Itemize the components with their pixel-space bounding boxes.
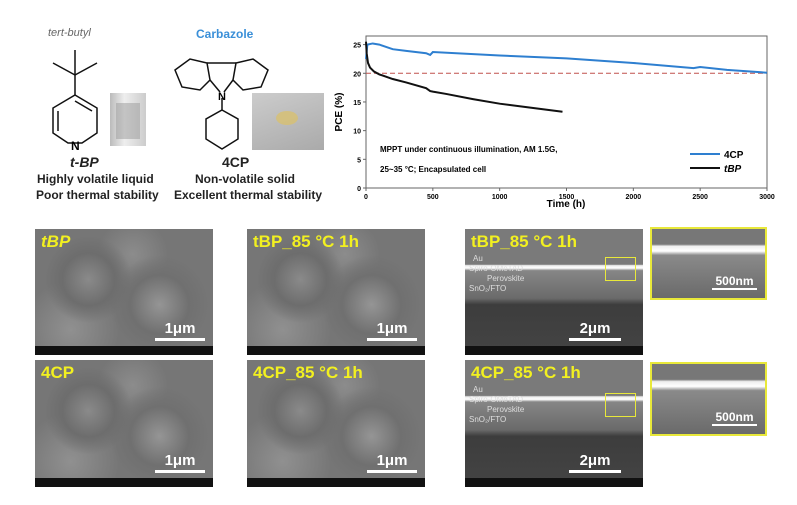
- info-bar: [465, 346, 643, 355]
- info-bar: [465, 478, 643, 487]
- sem-title: tBP: [41, 232, 71, 251]
- layer-label: Spiro-OMeTAD: [469, 395, 524, 404]
- scale-bar: 2μm: [569, 320, 621, 341]
- legend-label: tBP: [724, 164, 742, 175]
- sem-4cp-85c: 4CP_85 °C 1h 1μm: [247, 360, 425, 487]
- annotation-2: 25~35 °C; Encapsulated cell: [380, 165, 486, 174]
- tbp-desc2: Poor thermal stability: [36, 188, 159, 202]
- sem-tbp-inset: 500nm: [650, 227, 767, 300]
- info-bar: [35, 478, 213, 487]
- info-bar: [247, 478, 425, 487]
- x-tick-label: 2000: [626, 194, 642, 201]
- sem-4cp-inset: 500nm: [650, 362, 767, 436]
- layer-label: Au: [473, 254, 483, 263]
- scale-bar: 500nm: [712, 410, 757, 426]
- scale-bar: 1μm: [367, 452, 417, 473]
- y-tick-label: 0: [357, 186, 361, 193]
- y-tick-label: 5: [357, 157, 361, 164]
- carbazole-label: Carbazole: [196, 27, 254, 41]
- layer-label: Perovskite: [487, 274, 525, 283]
- tbp-structure: N: [52, 50, 98, 153]
- zoom-region-box: [605, 257, 636, 281]
- x-tick-label: 1500: [559, 194, 575, 201]
- scale-bar: 1μm: [155, 320, 205, 341]
- series-line-tbp: [365, 41, 563, 113]
- sem-title: tBP_85 °C 1h: [253, 232, 360, 251]
- 4cp-desc2: Excellent thermal stability: [174, 188, 323, 202]
- sem-title: 4CP_85 °C 1h: [253, 363, 363, 382]
- x-tick-label: 2500: [692, 194, 708, 201]
- 4cp-powder-photo: [252, 93, 324, 150]
- tbp-name: t-BP: [70, 154, 99, 170]
- nitrogen-label: N: [218, 91, 226, 103]
- 4cp-name: 4CP: [222, 154, 250, 170]
- layer-label: SnO₂/FTO: [469, 415, 507, 424]
- layer-label: SnO₂/FTO: [469, 284, 507, 293]
- scale-bar: 1μm: [155, 452, 205, 473]
- legend-label: 4CP: [724, 150, 744, 161]
- sem-tbp-85c: tBP_85 °C 1h 1μm: [247, 229, 425, 355]
- annotation-1: MPPT under continuous illumination, AM 1…: [380, 145, 557, 154]
- info-bar: [247, 346, 425, 355]
- y-axis-label: PCE (%): [334, 93, 345, 132]
- tbp-group-label: tert-butyl: [48, 27, 91, 39]
- scale-bar: 1μm: [367, 320, 417, 341]
- layer-label: Perovskite: [487, 405, 525, 414]
- layer-label: Au: [473, 385, 483, 394]
- x-tick-label: 0: [364, 194, 368, 201]
- layer-label: Spiro-OMeTAD: [469, 264, 524, 273]
- sem-4cp: 4CP 1μm: [35, 360, 213, 487]
- scale-bar: 500nm: [712, 274, 757, 290]
- pce-stability-chart: PCE (%) Time (h) MPPT under continuous i…: [334, 35, 775, 210]
- scale-bar: 2μm: [569, 452, 621, 473]
- nitrogen-label: N: [71, 139, 80, 153]
- sem-title: tBP_85 °C 1h: [471, 232, 578, 251]
- tbp-vial-photo: [110, 93, 146, 146]
- zoom-region-box: [605, 393, 636, 417]
- x-tick-label: 500: [427, 194, 439, 201]
- x-axis-label: Time (h): [547, 199, 586, 210]
- sem-tbp-cross-section: tBP_85 °C 1h Au Spiro-OMeTAD Perovskite …: [465, 229, 643, 355]
- x-tick-label: 1000: [492, 194, 508, 201]
- info-bar: [35, 346, 213, 355]
- y-tick-label: 15: [353, 100, 361, 107]
- sem-title: 4CP: [41, 363, 75, 382]
- tbp-desc1: Highly volatile liquid: [37, 172, 154, 186]
- 4cp-structure: N: [174, 58, 269, 150]
- series-line-4cp: [365, 42, 768, 74]
- sem-tbp: tBP 1μm: [35, 229, 213, 355]
- 4cp-desc1: Non-volatile solid: [195, 172, 296, 186]
- sem-title: 4CP_85 °C 1h: [471, 363, 581, 382]
- sem-4cp-cross-section: 4CP_85 °C 1h Au Spiro-OMeTAD Perovskite …: [465, 360, 643, 487]
- y-tick-label: 20: [353, 71, 361, 78]
- x-tick-label: 3000: [759, 194, 775, 201]
- y-tick-label: 10: [353, 129, 361, 136]
- y-tick-label: 25: [353, 43, 361, 50]
